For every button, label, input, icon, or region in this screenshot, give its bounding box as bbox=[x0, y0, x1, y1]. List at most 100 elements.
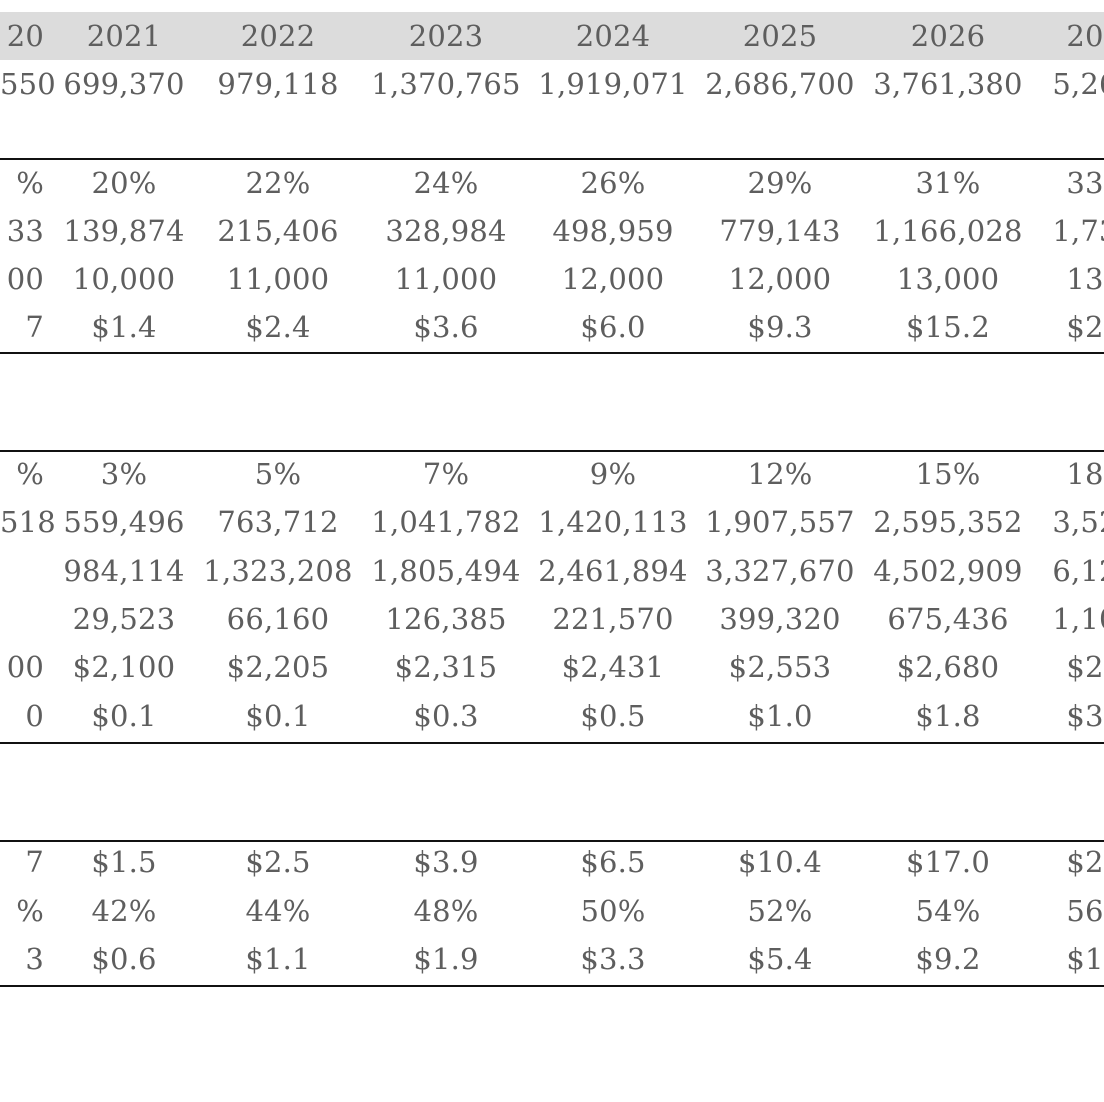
section-2-row-1: % 20% 22% 24% 26% 29% 31% 33 bbox=[0, 159, 1104, 207]
year-header-col-6: 2026 bbox=[910, 19, 986, 53]
section-4-row-2-col-0: % bbox=[16, 894, 44, 928]
section-3-row-3-col-2: 1,323,208 bbox=[203, 554, 353, 588]
section-3-row-2-col-2: 763,712 bbox=[217, 505, 339, 539]
section-3-row-1-col-2: 5% bbox=[254, 457, 302, 491]
section-4-row-1-col-1: $1.5 bbox=[91, 845, 157, 879]
section-3-row-3-col-1: 984,114 bbox=[63, 554, 185, 588]
section-2-row-4-col-4: $6.0 bbox=[580, 310, 646, 344]
section-3-row-6-col-1: $0.1 bbox=[91, 699, 157, 733]
section-2-row-3-col-4: 12,000 bbox=[561, 262, 665, 296]
section-2-row-4-col-5: $9.3 bbox=[747, 310, 813, 344]
section-2-row-4: 7 $1.4 $2.4 $3.6 $6.0 $9.3 $15.2 $2 bbox=[0, 303, 1104, 351]
section-3-row-6-col-2: $0.1 bbox=[245, 699, 311, 733]
section-3-row-6-col-7: $3 bbox=[1066, 699, 1104, 733]
section-4-row-3-col-7: $1 bbox=[1066, 942, 1104, 976]
section-2-row-3-col-7: 13 bbox=[1066, 262, 1104, 296]
section-3-row-4-col-1: 29,523 bbox=[72, 602, 176, 636]
section-3-row-5-col-5: $2,553 bbox=[728, 650, 832, 684]
section-4-row-1-col-7: $2 bbox=[1066, 845, 1104, 879]
section-4-row-2-col-7: 56 bbox=[1066, 894, 1104, 928]
section-4-row-2: % 42% 44% 48% 50% 52% 54% 56 bbox=[0, 887, 1104, 935]
section-3-row-2-col-1: 559,496 bbox=[63, 505, 185, 539]
section-4-row-2-col-4: 50% bbox=[580, 894, 646, 928]
section-2-row-1-col-6: 31% bbox=[915, 166, 981, 200]
section-3-row-6-col-0: 0 bbox=[25, 699, 44, 733]
section-2-row-4-col-7: $2 bbox=[1066, 310, 1104, 344]
section-3-row-4: 29,523 66,160 126,385 221,570 399,320 675,436… bbox=[0, 595, 1104, 643]
year-header-col-2: 2022 bbox=[240, 19, 316, 53]
section-4-row-1: 7 $1.5 $2.5 $3.9 $6.5 $10.4 $17.0 $2 bbox=[0, 838, 1104, 886]
section-2-row-3: 00 10,000 11,000 11,000 12,000 12,000 13,000 13 bbox=[0, 255, 1104, 303]
section-3-row-2-col-7: 3,52 bbox=[1052, 505, 1104, 539]
section-3-row-1-col-7: 18 bbox=[1066, 457, 1104, 491]
section-3-row-6-col-5: $1.0 bbox=[747, 699, 813, 733]
section-2-row-3-col-2: 11,000 bbox=[226, 262, 330, 296]
section-2-row-2-col-6: 1,166,028 bbox=[873, 214, 1023, 248]
section-2-row-2-col-4: 498,959 bbox=[552, 214, 674, 248]
section-3-row-3-col-4: 2,461,894 bbox=[538, 554, 688, 588]
year-header-col-7: 20 bbox=[1066, 19, 1104, 53]
section-2-row-1-col-7: 33 bbox=[1066, 166, 1104, 200]
section-1-row-1-col-4: 1,919,071 bbox=[538, 67, 688, 101]
section-2-row-4-col-3: $3.6 bbox=[413, 310, 479, 344]
section-2-row-3-col-0: 00 bbox=[6, 262, 44, 296]
section-3-row-6: 0 $0.1 $0.1 $0.3 $0.5 $1.0 $1.8 $3 bbox=[0, 692, 1104, 740]
section-3-row-4-col-5: 399,320 bbox=[719, 602, 841, 636]
section-3-row-2-col-5: 1,907,557 bbox=[705, 505, 855, 539]
section-3-row-1-col-0: % bbox=[16, 457, 44, 491]
section-1-row-1-col-1: 699,370 bbox=[63, 67, 185, 101]
section-4-row-1-col-6: $17.0 bbox=[905, 845, 991, 879]
section-4-row-3-col-6: $9.2 bbox=[915, 942, 981, 976]
section-4-row-3-col-5: $5.4 bbox=[747, 942, 813, 976]
section-2-row-4-col-2: $2.4 bbox=[245, 310, 311, 344]
section-3-row-3-col-6: 4,502,909 bbox=[873, 554, 1023, 588]
section-2-row-2: 33 139,874 215,406 328,984 498,959 779,143 1,1… bbox=[0, 207, 1104, 255]
section-4-row-1-col-5: $10.4 bbox=[737, 845, 823, 879]
section-1-row-1-col-6: 3,761,380 bbox=[873, 67, 1023, 101]
section-3-row-5-col-2: $2,205 bbox=[226, 650, 330, 684]
section-3-row-3-col-5: 3,327,670 bbox=[705, 554, 855, 588]
section-3-row-2-col-4: 1,420,113 bbox=[538, 505, 688, 539]
section-2-row-4-col-6: $15.2 bbox=[905, 310, 991, 344]
section-3-row-1-col-3: 7% bbox=[422, 457, 470, 491]
year-header-col-3: 2023 bbox=[408, 19, 484, 53]
section-4-row-1-col-0: 7 bbox=[25, 845, 44, 879]
section-3-row-1: % 3% 5% 7% 9% 12% 15% 18 bbox=[0, 450, 1104, 498]
section-2-row-2-col-2: 215,406 bbox=[217, 214, 339, 248]
section-4-row-3-col-1: $0.6 bbox=[91, 942, 157, 976]
section-2-row-1-col-3: 24% bbox=[413, 166, 479, 200]
section-3-row-3: 984,114 1,323,208 1,805,494 2,461,894 3,327,… bbox=[0, 547, 1104, 595]
section-3-row-2-col-6: 2,595,352 bbox=[873, 505, 1023, 539]
section-2-row-1-col-1: 20% bbox=[91, 166, 157, 200]
section-3-row-3-col-3: 1,805,494 bbox=[371, 554, 521, 588]
section-3-row-5: 00 $2,100 $2,205 $2,315 $2,431 $2,553 $2,680 $2 bbox=[0, 643, 1104, 691]
section-2-row-4-col-0: 7 bbox=[25, 310, 44, 344]
section-2-row-4-col-1: $1.4 bbox=[91, 310, 157, 344]
section-3-row-4-col-7: 1,10 bbox=[1052, 602, 1104, 636]
section-4-row-2-col-2: 44% bbox=[245, 894, 311, 928]
section-4-row-3: 3 $0.6 $1.1 $1.9 $3.3 $5.4 $9.2 $1 bbox=[0, 935, 1104, 983]
section-3-row-4-col-6: 675,436 bbox=[887, 602, 1009, 636]
section-1-row-1-col-2: 979,118 bbox=[217, 67, 339, 101]
section-3-row-2-col-0: 518 bbox=[0, 505, 56, 539]
section-3-row-4-col-2: 66,160 bbox=[226, 602, 330, 636]
section-4-row-1-col-3: $3.9 bbox=[413, 845, 479, 879]
section-3-row-5-col-0: 00 bbox=[6, 650, 44, 684]
section-3-row-6-col-4: $0.5 bbox=[580, 699, 646, 733]
section-4-row-3-col-4: $3.3 bbox=[580, 942, 646, 976]
section-2-row-1-col-0: % bbox=[16, 166, 44, 200]
section-3-row-5-col-3: $2,315 bbox=[394, 650, 498, 684]
section-4-row-2-col-1: 42% bbox=[91, 894, 157, 928]
section-2-row-2-col-3: 328,984 bbox=[385, 214, 507, 248]
section-3-row-1-col-4: 9% bbox=[589, 457, 637, 491]
year-header-row: 20 2021 2022 2023 2024 2025 2026 20 bbox=[0, 12, 1104, 60]
section-2-row-1-col-2: 22% bbox=[245, 166, 311, 200]
section-4-row-2-col-6: 54% bbox=[915, 894, 981, 928]
section-1-row-1-col-7: 5,26 bbox=[1052, 67, 1104, 101]
section-4-row-3-col-2: $1.1 bbox=[245, 942, 311, 976]
section-3-row-5-col-7: $2 bbox=[1066, 650, 1104, 684]
section-1-row-1-col-3: 1,370,765 bbox=[371, 67, 521, 101]
section-2-row-3-col-3: 11,000 bbox=[394, 262, 498, 296]
section-4-row-3-col-0: 3 bbox=[25, 942, 44, 976]
section-3-row-6-col-6: $1.8 bbox=[915, 699, 981, 733]
